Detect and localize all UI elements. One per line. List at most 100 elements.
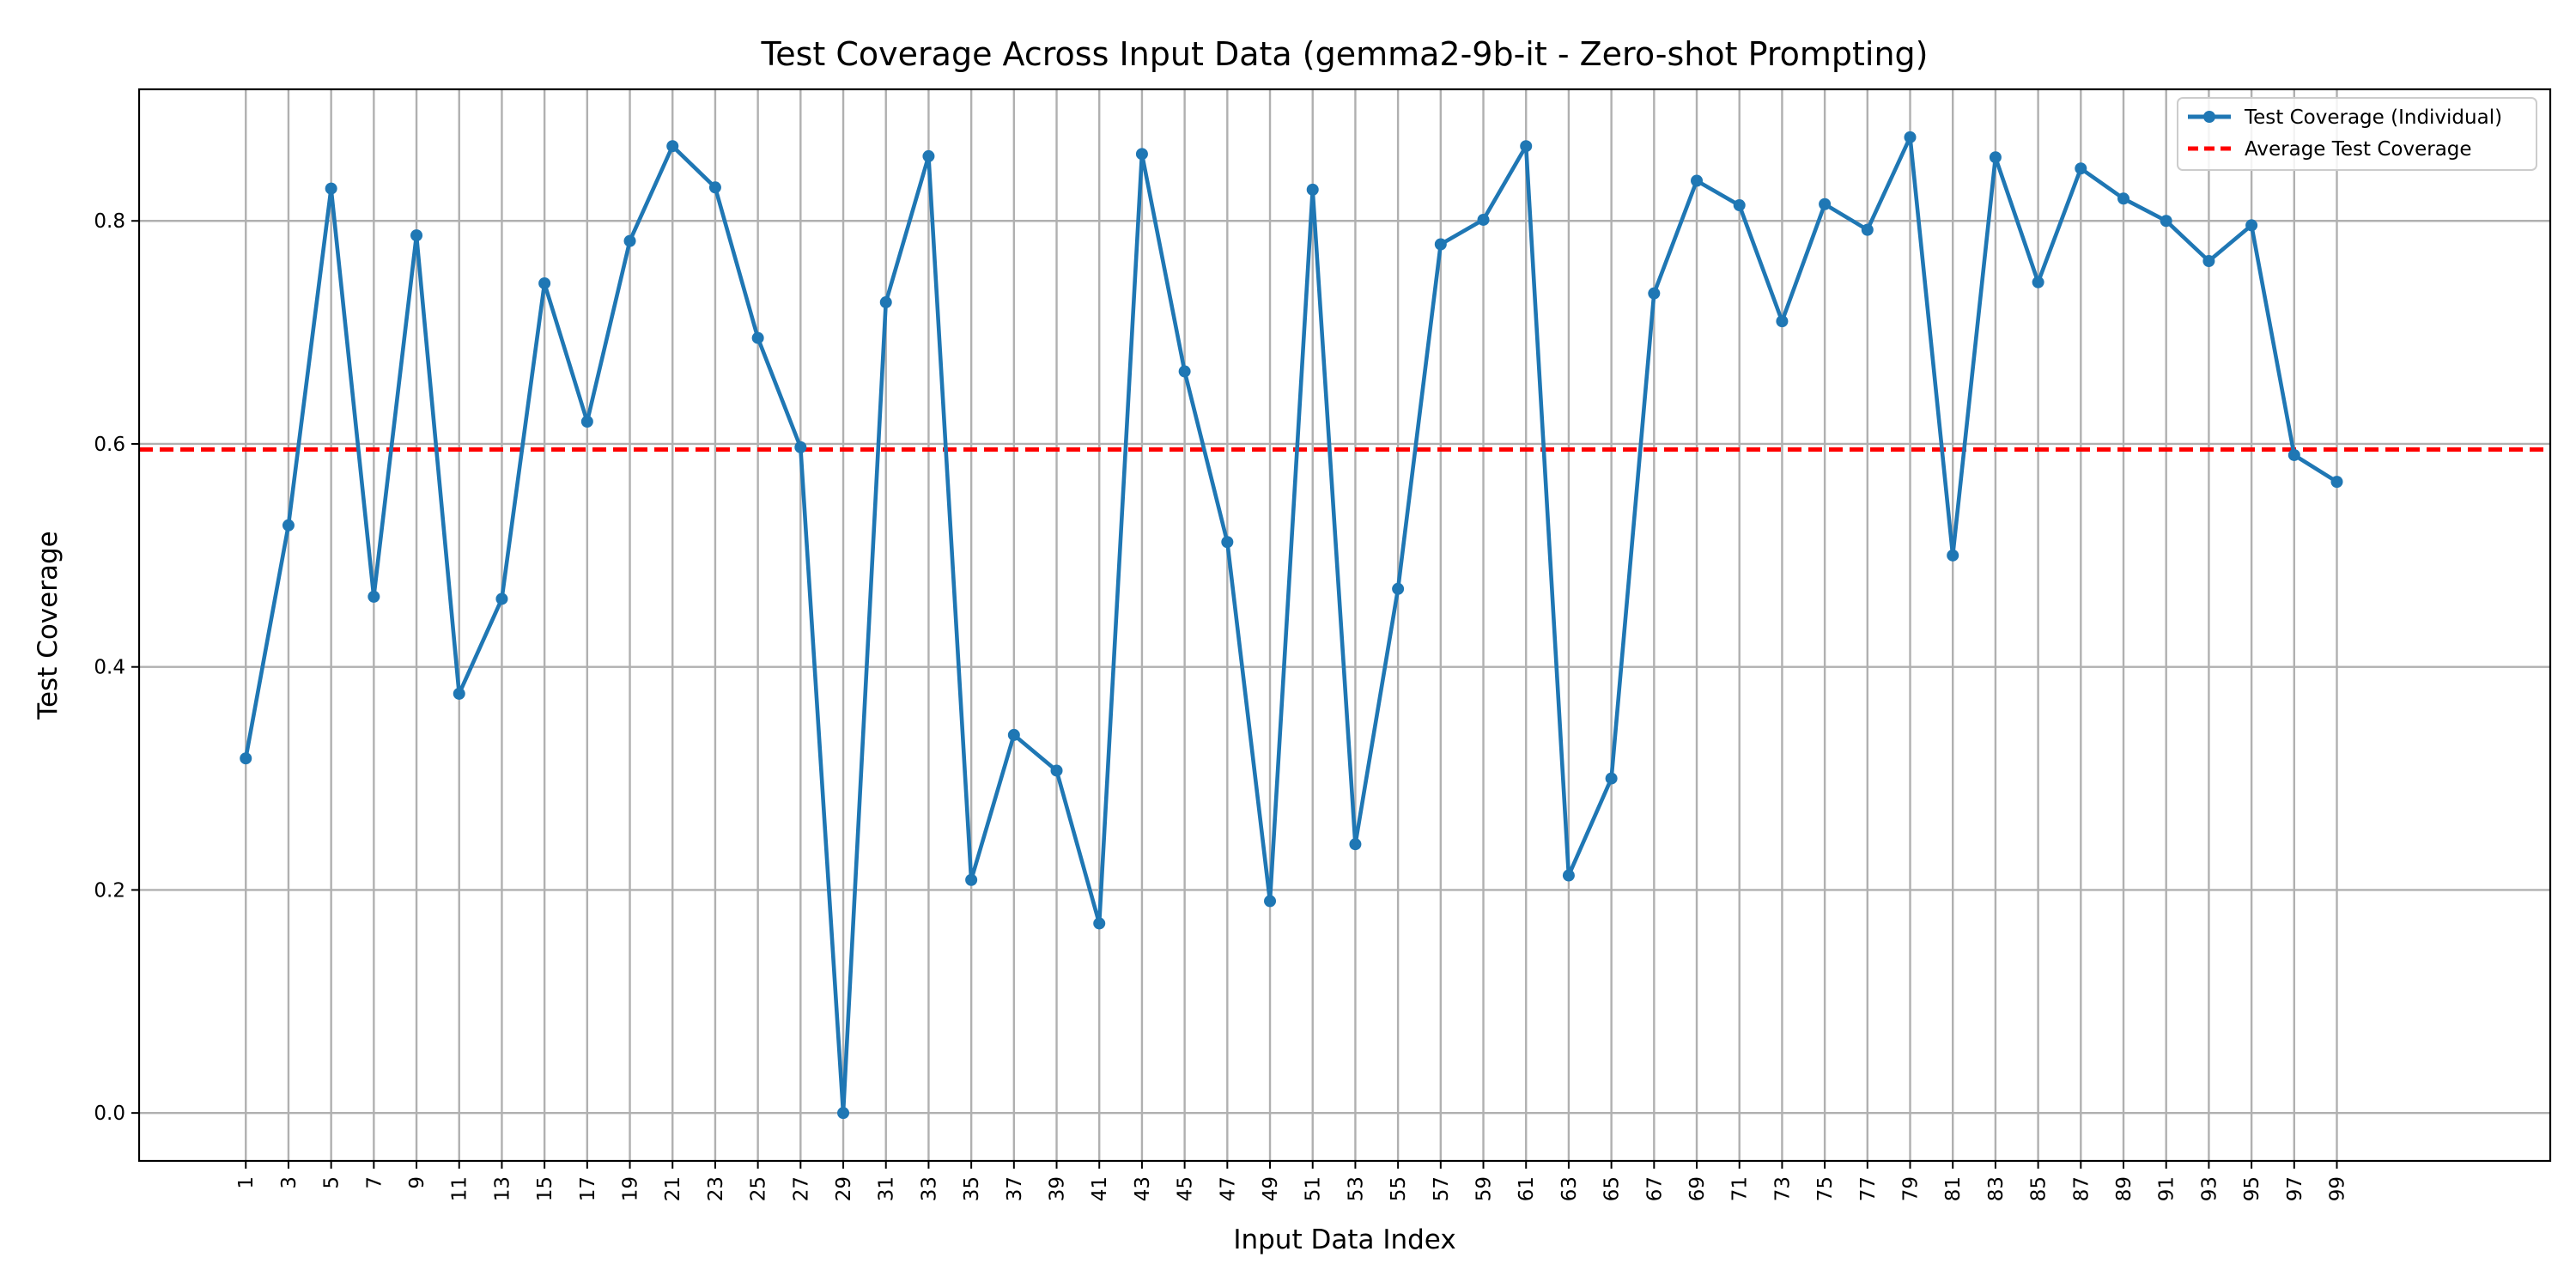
x-tick-label: 25 [748,1176,770,1201]
x-tick-label: 31 [876,1176,898,1201]
data-point [623,234,636,247]
data-point [2032,276,2044,289]
x-tick-label: 23 [705,1176,727,1201]
x-tick-label: 3 [278,1176,301,1189]
data-point [1434,238,1447,251]
x-tick-label: 13 [491,1176,513,1201]
data-point [879,296,892,309]
x-tick-label: 61 [1516,1176,1538,1201]
data-point [1349,838,1362,851]
data-point [1135,148,1148,161]
data-point [1989,151,2002,164]
legend-label-average: Average Test Coverage [2245,138,2472,161]
data-point [1007,728,1020,741]
data-point [666,140,679,153]
data-point [1691,174,1704,187]
data-point [1264,895,1277,908]
data-point [368,590,380,603]
data-point [1819,197,1832,210]
x-tick-label: 79 [1900,1176,1923,1201]
x-tick-label: 77 [1857,1176,1880,1201]
data-point [1050,764,1063,777]
data-point [794,440,807,453]
data-point [1947,549,1959,562]
x-tick-label: 19 [620,1176,642,1201]
data-point [837,1107,850,1120]
x-tick-label: 17 [577,1176,599,1201]
x-tick-label: 69 [1686,1176,1709,1201]
data-point [1861,223,1874,236]
y-tick-label: 0.2 [94,879,125,902]
x-tick-label: 5 [321,1176,343,1189]
x-tick-label: 11 [449,1176,471,1201]
x-tick-label: 91 [2156,1176,2178,1201]
data-point [325,182,337,195]
x-tick-label: 35 [961,1176,983,1201]
x-axis-label: Input Data Index [1233,1224,1455,1255]
x-tick-label: 9 [406,1176,428,1189]
x-tick-label: 99 [2327,1176,2349,1201]
data-point [2245,219,2258,232]
x-tick-label: 83 [1985,1176,2008,1201]
data-point [1306,183,1319,196]
x-tick-label: 87 [2070,1176,2093,1201]
x-tick-label: 57 [1431,1176,1453,1201]
x-tick-label: 59 [1473,1176,1496,1201]
data-point [1776,315,1789,328]
data-point [282,519,295,532]
x-tick-label: 71 [1729,1176,1752,1201]
x-tick-label: 51 [1303,1176,1325,1201]
y-tick-label: 0.8 [94,210,125,233]
legend-label-individual: Test Coverage (Individual) [2244,106,2502,129]
data-point [240,752,252,765]
data-point [1733,199,1746,212]
x-tick-label: 39 [1047,1176,1069,1201]
x-tick-label: 27 [790,1176,812,1201]
x-tick-label: 85 [2028,1176,2050,1201]
data-point [965,873,978,886]
y-axis-label: Test Coverage [33,531,64,720]
x-tick-label: 63 [1558,1176,1581,1201]
x-tick-label: 73 [1771,1176,1794,1201]
x-tick-label: 67 [1643,1176,1666,1201]
x-tick-label: 37 [1004,1176,1026,1201]
series-layer [240,131,2343,1120]
data-point [922,149,935,162]
data-point [1520,140,1533,153]
x-tick-label: 81 [1942,1176,1965,1201]
data-point [2330,476,2343,489]
x-tick-label: 49 [1260,1176,1282,1201]
x-tick-label: 41 [1089,1176,1111,1201]
data-point [1392,582,1405,595]
data-point [1178,365,1191,378]
data-point [2075,162,2087,175]
data-point [410,229,423,242]
data-point [2160,215,2172,228]
x-tick-label: 1 [235,1176,258,1189]
data-point [1648,287,1661,300]
grid [139,89,2550,1161]
chart-title: Test Coverage Across Input Data (gemma2-… [760,35,1928,73]
data-point [1605,772,1618,785]
data-point [453,687,465,700]
data-point [2202,254,2215,267]
data-point [538,276,551,289]
x-tick-label: 75 [1814,1176,1837,1201]
data-point [1562,869,1575,882]
x-tick-label: 97 [2284,1176,2306,1201]
x-tick-label: 45 [1175,1176,1197,1201]
data-point [2287,448,2300,461]
x-tick-label: 15 [534,1176,556,1201]
data-point [1221,536,1234,549]
y-tick-label: 0.4 [94,657,125,679]
y-tick-label: 0.6 [94,434,125,456]
data-point [580,415,593,428]
data-point [1904,131,1917,143]
x-tick-label: 89 [2113,1176,2136,1201]
x-tick-label: 93 [2198,1176,2221,1201]
data-point [2117,192,2130,205]
data-point [1477,213,1490,226]
data-point [708,181,721,194]
x-tick-label: 29 [833,1176,855,1201]
